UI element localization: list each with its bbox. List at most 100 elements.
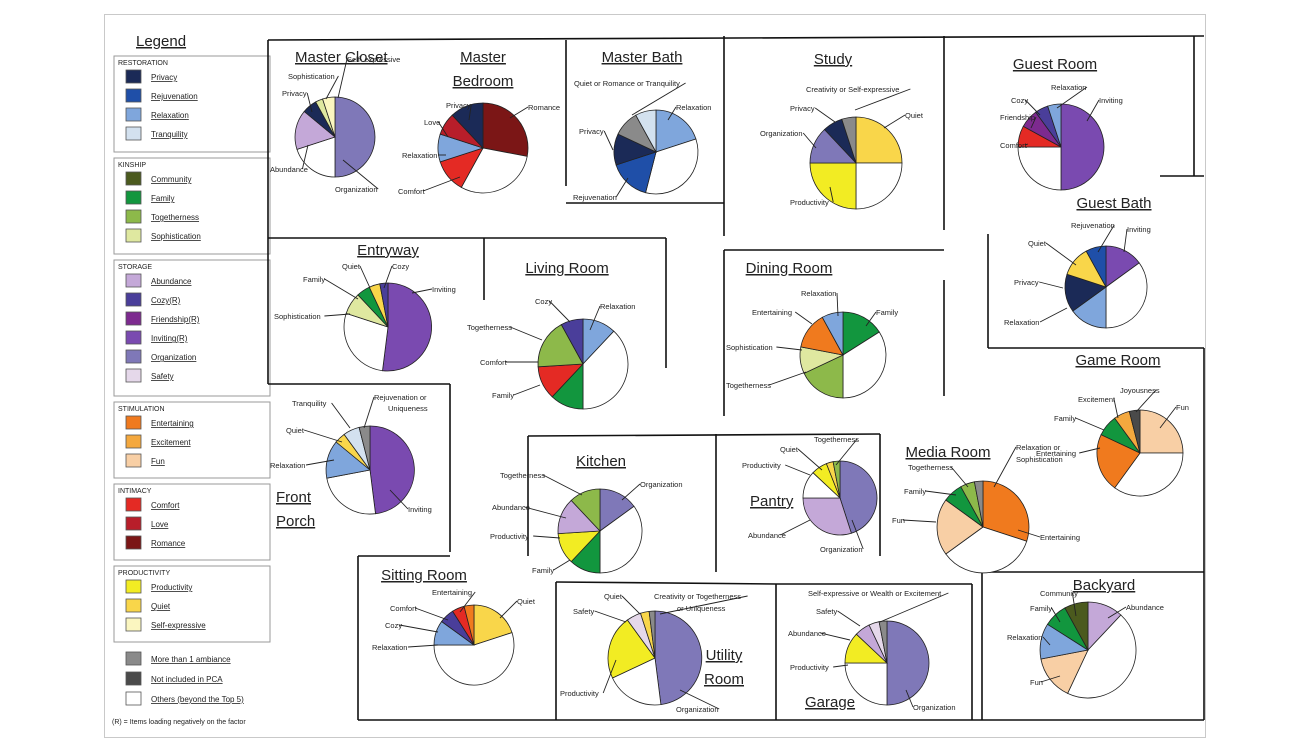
room-utility-room: Utility Room Organization Productivity Safet… [560, 592, 748, 714]
room-guest-bath: Guest Bath Inviting Relaxation Privacy Quiet… [1004, 195, 1152, 329]
pie-slice-abundance [802, 497, 852, 536]
slice-label: Relaxation [1007, 633, 1042, 642]
leader-line [836, 292, 839, 317]
slice-label: Family [492, 391, 514, 400]
room-dining-room: Dining Room Family Togetherness Sophisticat… [726, 260, 898, 399]
slice-label: Quiet [286, 426, 305, 435]
legend-swatch [125, 415, 142, 430]
leader-line [603, 130, 614, 151]
pie-slice-inviting [369, 425, 415, 515]
legend-group-name: PRODUCTIVITY [118, 570, 170, 577]
slice-label: Organization [820, 545, 863, 554]
slice-label: Safety [573, 607, 595, 616]
pie-slice-relaxation-or-sophistication [973, 480, 984, 528]
pie-slice-inviting [382, 282, 432, 372]
leader-line [1051, 607, 1061, 623]
leader-line [325, 75, 339, 100]
legend-item-label: Abundance [151, 277, 192, 286]
slice-label: Togetherness [908, 463, 953, 472]
pie-slice-others [433, 632, 515, 686]
leader-line [324, 313, 351, 317]
legend-swatch [125, 535, 142, 550]
pie-slice-togetherness [832, 460, 841, 499]
legend-swatch [125, 330, 142, 345]
room-title: Front [276, 489, 312, 506]
legend-swatch [125, 292, 142, 307]
slice-label: Joyousness [1120, 386, 1160, 395]
slice-label: Inviting [432, 285, 456, 294]
leader-line [553, 559, 571, 571]
leader-line [820, 632, 851, 641]
leader-line [837, 610, 861, 627]
legend-item-label: Fun [151, 457, 165, 466]
leader-line [925, 490, 957, 496]
room-sitting-room: Sitting Room Quiet Relaxation Cozy Comfort En… [372, 567, 536, 686]
leader-line [331, 402, 351, 429]
pie-slice-others [611, 657, 662, 706]
slice-label: Relaxation [270, 461, 305, 470]
legend-swatch [125, 69, 142, 84]
slice-label: Relaxation [1051, 83, 1086, 92]
pie-slice-others [855, 162, 903, 210]
legend-group-stimulation: STIMULATION Entertaining Excitement Fun [113, 401, 271, 479]
slice-label: Togetherness [500, 471, 545, 480]
slice-label: Tranquility [292, 399, 327, 408]
slice-label: Togetherness [467, 323, 512, 332]
legend-swatch [125, 88, 142, 103]
slice-label: Cozy [1011, 96, 1028, 105]
legend-item-label: Relaxation [151, 111, 189, 120]
slice-label: Sophistication [1016, 455, 1063, 464]
legend-item-label: Cozy(R) [151, 296, 181, 305]
leader-line [794, 311, 813, 325]
legend-group-restoration: RESTORATION Privacy Rejuvenation Relaxation… [113, 55, 271, 153]
legend-extra-label: Others (beyond the Top 5) [151, 695, 244, 704]
legend-swatch [125, 311, 142, 326]
room-game-room: Game Room Fun Entertaining Family Excitement… [1036, 352, 1189, 497]
legend-swatch [125, 516, 142, 531]
slice-label: Relaxation [372, 643, 407, 652]
room-title: Room [704, 671, 744, 688]
room-master-bath: Master Bath Relaxation Rejuvenation Privacy… [573, 49, 711, 202]
pie-slice-relaxation [821, 311, 844, 356]
room-title: Master Bath [602, 49, 683, 66]
slice-label: Family [303, 275, 325, 284]
leader-line [1017, 529, 1041, 538]
slice-label: Privacy [579, 127, 604, 136]
room-title: Pantry [750, 493, 794, 510]
leader-line [549, 300, 571, 323]
leader-line [1075, 417, 1105, 431]
leader-line [833, 664, 849, 668]
pie-slice-cozy [560, 318, 584, 365]
slice-label: Quiet [342, 262, 361, 271]
leader-line [1025, 143, 1029, 146]
room-title: Study [814, 51, 853, 68]
leader-line [1042, 636, 1051, 646]
pie-slice-more-than-ambiance [841, 116, 857, 164]
slice-label: Family [904, 487, 926, 496]
pie-slice-others [599, 505, 643, 574]
leader-line [621, 483, 641, 501]
legend-swatch [125, 171, 142, 186]
slice-label: Creativity or Togetherness [654, 592, 741, 601]
slice-label: Relaxation [801, 289, 836, 298]
leader-line [303, 429, 343, 443]
leader-line [776, 346, 803, 351]
pie-slice-tranquility [635, 109, 657, 153]
legend-swatch [125, 273, 142, 288]
room-title: Master Closet [295, 49, 388, 66]
leader-line [383, 265, 393, 289]
room-title: Utility [706, 647, 743, 664]
pie-slice-others [1105, 262, 1148, 329]
leader-line [1025, 99, 1041, 116]
room-title: Master [460, 49, 506, 66]
leader-line [407, 644, 439, 648]
pie-slice-others [645, 138, 699, 195]
slice-label: Family [1030, 604, 1052, 613]
slice-label: Self- expressive [347, 55, 400, 64]
pie-slice-romance [482, 102, 529, 157]
pie-slice-organization [334, 96, 376, 178]
pie-slice-organization [839, 460, 878, 534]
room-title: Porch [276, 513, 315, 530]
leader-line [1039, 281, 1064, 289]
leader-line [423, 176, 461, 192]
